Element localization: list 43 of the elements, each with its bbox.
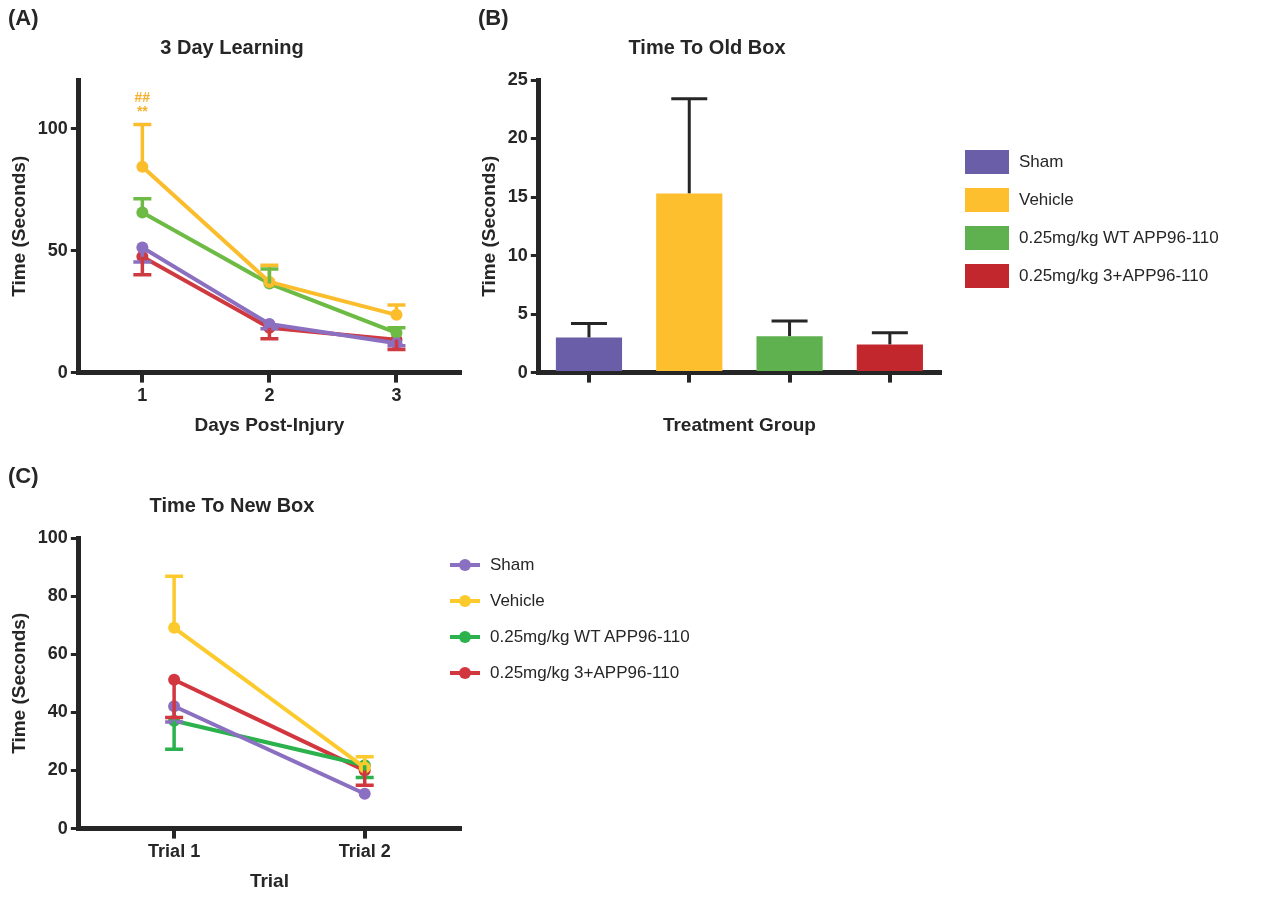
chart-title: 3 Day Learning: [160, 35, 304, 58]
text: (A): [8, 5, 39, 31]
legend-label: 0.25mg/kg 3+APP96-110: [1019, 266, 1209, 286]
x-axis-title: Days Post-Injury: [194, 413, 345, 435]
y-tick-label: 15: [507, 186, 528, 207]
y-tick-label: 20: [507, 127, 528, 148]
annotation: ##: [134, 89, 151, 106]
legend-label: 0.25mg/kg 3+APP96-110: [490, 663, 680, 683]
y-axis-title: Time (Seconds): [7, 612, 29, 754]
x-axis-title: Trial: [249, 869, 289, 891]
y-tick-label: 0: [57, 817, 68, 838]
y-tick-label: 0: [517, 361, 528, 382]
annotation: **: [136, 103, 149, 120]
legend-label: 0.25mg/kg WT APP96-110: [1019, 228, 1219, 248]
chart-title: Time To Old Box: [628, 35, 786, 58]
x-tick-label: 1: [137, 385, 148, 406]
legend-label: Sham: [1019, 152, 1064, 172]
legend-label: 0.25mg/kg WT APP96-110: [490, 627, 690, 647]
legend-label: Vehicle: [490, 591, 545, 611]
y-tick-label: 5: [517, 303, 528, 324]
y-tick-label: 10: [507, 244, 528, 265]
point: [358, 787, 371, 800]
y-tick-label: 0: [57, 361, 68, 382]
y-tick-label: 50: [47, 239, 68, 260]
text: (B): [478, 5, 509, 31]
y-tick-label: 80: [47, 585, 68, 606]
legend-label: Vehicle: [1019, 190, 1074, 210]
y-tick-label: 25: [507, 68, 528, 89]
chart-title: Time To New Box: [149, 493, 315, 516]
y-tick-label: 40: [47, 701, 68, 722]
y-tick-label: 60: [47, 643, 68, 664]
text: (C): [8, 463, 39, 489]
x-tick-label: 3: [391, 385, 402, 406]
y-axis-title: Time (Seconds): [477, 155, 499, 297]
x-tick-label: Trial 2: [338, 841, 391, 862]
y-tick-label: 100: [37, 526, 68, 547]
legend-label: Sham: [490, 555, 535, 575]
x-tick-label: 2: [264, 385, 275, 406]
y-tick-label: 20: [47, 759, 68, 780]
x-tick-label: Trial 1: [148, 841, 201, 862]
y-axis-title: Time (Seconds): [7, 155, 29, 297]
x-axis-title: Treatment Group: [662, 413, 816, 435]
y-tick-label: 100: [37, 117, 68, 138]
